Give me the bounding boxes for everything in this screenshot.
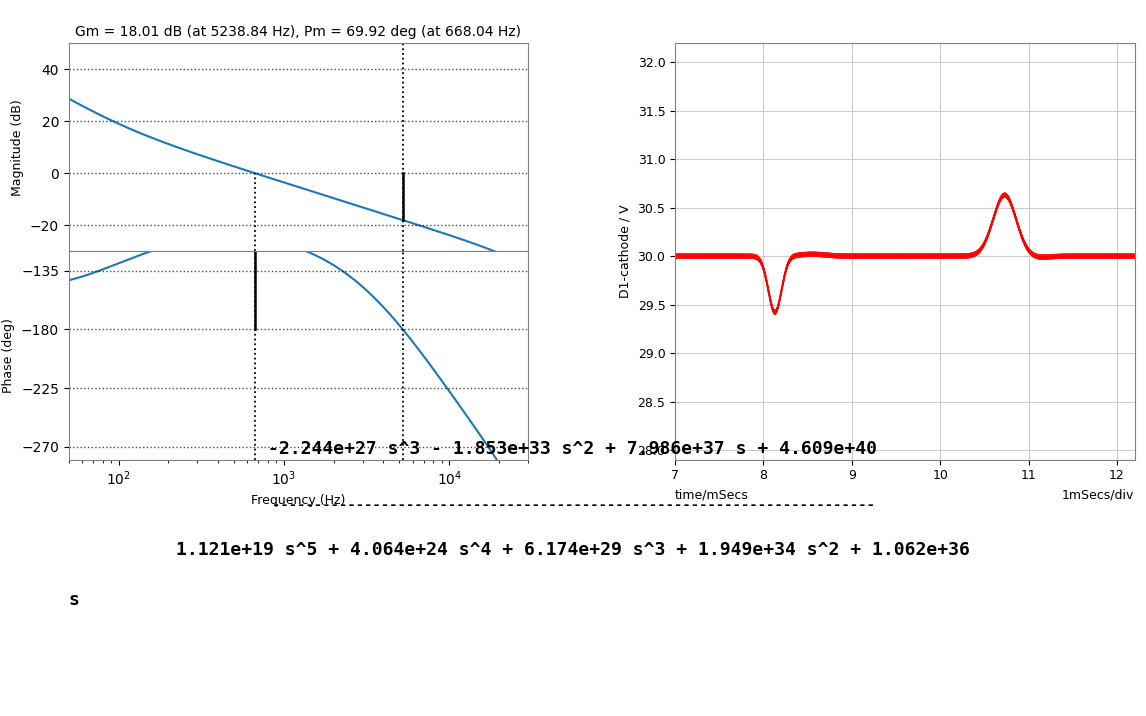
Y-axis label: D1-cathode / V: D1-cathode / V xyxy=(619,205,631,298)
Text: s: s xyxy=(69,591,79,609)
Text: 1mSecs/div: 1mSecs/div xyxy=(1062,489,1135,502)
X-axis label: Frequency (Hz): Frequency (Hz) xyxy=(251,493,346,506)
Text: -2.244e+27 s^3 - 1.853e+33 s^2 + 7.986e+37 s + 4.609e+40: -2.244e+27 s^3 - 1.853e+33 s^2 + 7.986e+… xyxy=(268,440,878,458)
Text: Gm = 18.01 dB (at 5238.84 Hz), Pm = 69.92 deg (at 668.04 Hz): Gm = 18.01 dB (at 5238.84 Hz), Pm = 69.9… xyxy=(76,25,521,39)
Y-axis label: Magnitude (dB): Magnitude (dB) xyxy=(11,99,24,195)
Text: time/mSecs: time/mSecs xyxy=(675,489,749,502)
Text: ------------------------------------------------------------------------: ----------------------------------------… xyxy=(272,498,874,512)
Text: 1.121e+19 s^5 + 4.064e+24 s^4 + 6.174e+29 s^3 + 1.949e+34 s^2 + 1.062e+36: 1.121e+19 s^5 + 4.064e+24 s^4 + 6.174e+2… xyxy=(176,541,970,558)
Y-axis label: Phase (deg): Phase (deg) xyxy=(2,318,15,393)
